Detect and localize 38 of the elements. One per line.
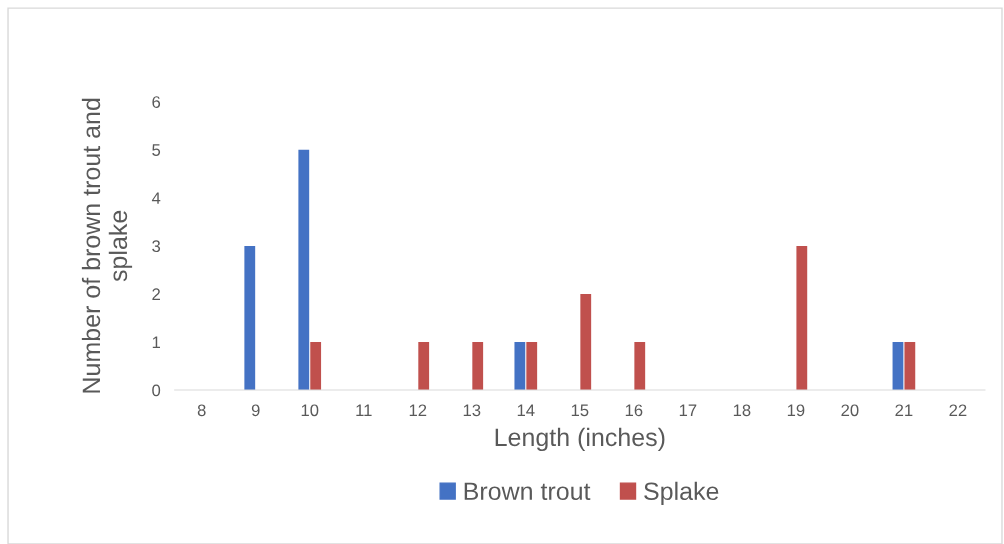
bar [526, 341, 538, 391]
x-tick-label: 13 [463, 404, 481, 417]
bar [514, 341, 526, 391]
x-tick-label: 16 [625, 404, 643, 417]
x-tick-label: 20 [841, 404, 859, 417]
x-tick-label: 22 [949, 404, 967, 417]
x-tick-label: 21 [895, 404, 913, 417]
bar [796, 245, 808, 391]
legend-label: Brown trout [464, 482, 591, 501]
x-tick-label: 17 [679, 404, 697, 417]
legend-label: Splake [644, 481, 719, 506]
bar [298, 149, 310, 391]
x-tick-label: 19 [787, 404, 805, 417]
bar [580, 293, 592, 391]
x-tick-label: 9 [251, 404, 260, 417]
y-tick-label: 3 [152, 240, 161, 253]
bar [310, 341, 322, 391]
y-tick-label: 6 [152, 96, 161, 108]
y-tick-label: 4 [151, 192, 161, 204]
x-tick-label: 12 [409, 404, 427, 417]
bar [244, 245, 256, 391]
x-tick-label: 8 [197, 404, 206, 417]
x-tick-label: 15 [571, 404, 589, 417]
y-axis-title: Number of brown trout and splake [81, 98, 133, 393]
bar [892, 341, 904, 391]
bar [472, 341, 484, 391]
x-axis-title: Length (inches) [495, 427, 665, 452]
x-tick-label: 11 [356, 404, 372, 417]
y-tick-label: 5 [152, 144, 161, 156]
y-tick-label: 1 [152, 336, 160, 349]
bar [634, 341, 646, 391]
bar [904, 341, 916, 391]
x-tick-label: 14 [517, 404, 535, 417]
y-tick-label: 2 [152, 288, 160, 300]
x-tick-label: 18 [733, 404, 751, 417]
y-tick-label: 0 [152, 384, 161, 397]
bar [418, 341, 430, 391]
x-tick-label: 10 [301, 404, 319, 417]
